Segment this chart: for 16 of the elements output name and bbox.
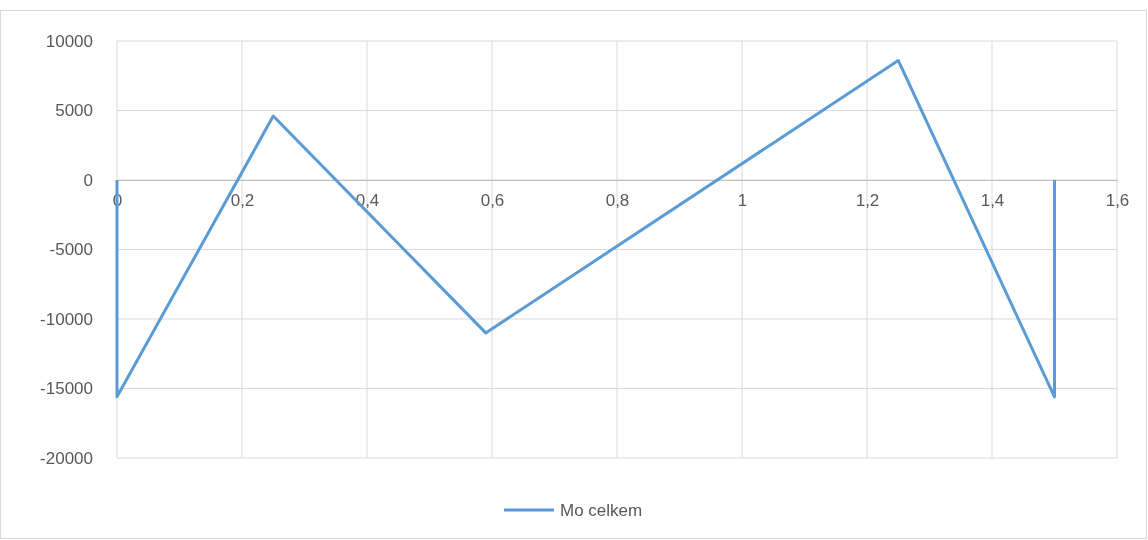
y-tick-label: -20000 (40, 448, 93, 468)
x-tick-label: 1,4 (980, 191, 1005, 211)
x-tick-label: 1,2 (855, 191, 880, 211)
legend-label: Mo celkem (560, 501, 643, 520)
x-tick-label: 1 (737, 191, 748, 211)
x-tick-label: 0,8 (605, 191, 630, 211)
x-tick-label: 1,6 (1105, 191, 1130, 211)
y-tick-label: 0 (83, 170, 93, 190)
x-tick-label: 0,6 (480, 191, 505, 211)
y-tick-label: 10000 (45, 31, 93, 51)
y-tick-label: -10000 (40, 309, 93, 329)
y-tick-label: 5000 (55, 101, 93, 121)
x-tick-label: 0,2 (230, 191, 255, 211)
line-series (115, 58, 1056, 399)
y-tick-label: -15000 (40, 379, 93, 399)
y-tick-label: -5000 (49, 240, 93, 260)
